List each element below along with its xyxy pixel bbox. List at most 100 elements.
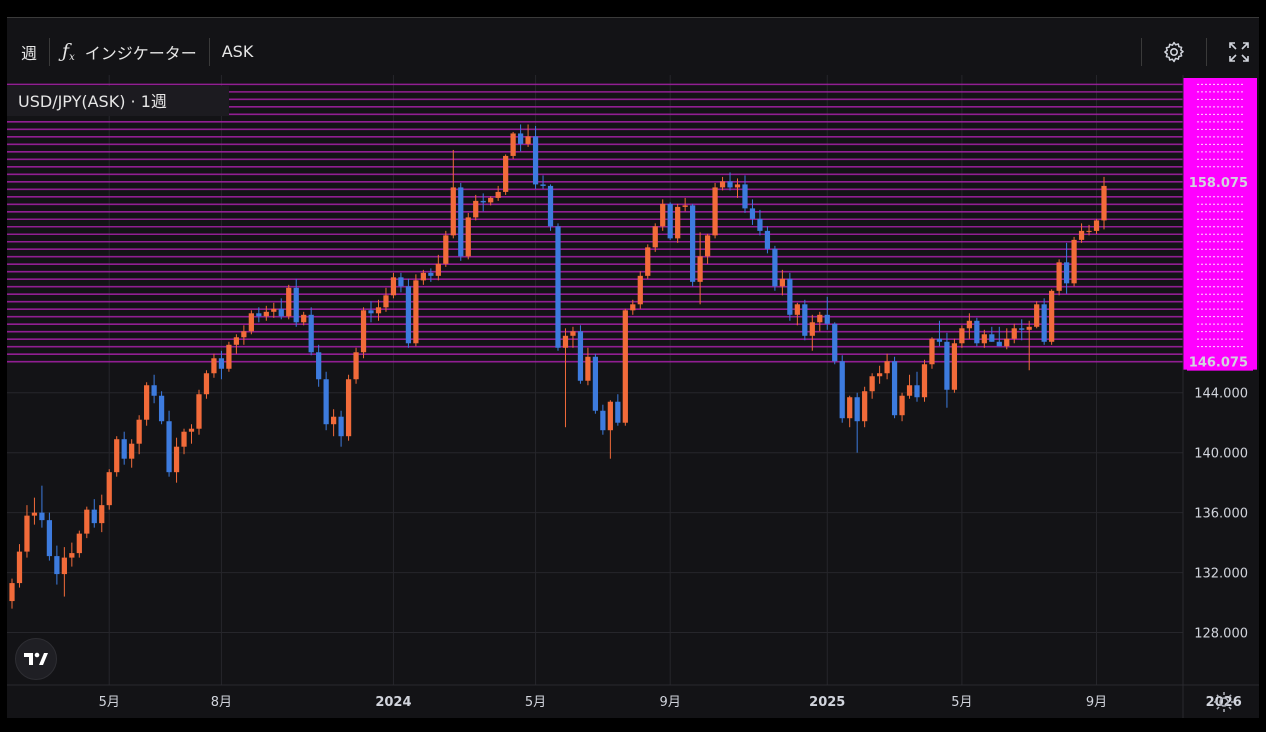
- candle-body: [862, 391, 868, 422]
- candle-body: [562, 335, 569, 348]
- candle-body: [630, 304, 636, 311]
- price-tick-label: 136.000: [1194, 507, 1248, 522]
- time-axis[interactable]: 5月 8月 2024 5月 9月 2025 5月 9月 2026: [7, 75, 1259, 718]
- candle-body: [854, 397, 860, 422]
- candle-body: [398, 277, 404, 287]
- sun-icon: [1214, 692, 1234, 712]
- candle-body: [450, 187, 456, 236]
- time-tick-label: 5月: [99, 695, 120, 710]
- price-source-label: ASK: [221, 42, 254, 61]
- fullscreen-button[interactable]: [1219, 32, 1259, 72]
- candle-body: [46, 520, 53, 557]
- candle-body: [1034, 304, 1040, 327]
- indicators-button[interactable]: ƒx インジケーター: [62, 28, 197, 75]
- candle-body: [921, 364, 928, 398]
- candle-body: [173, 446, 180, 473]
- candle-body: [99, 505, 105, 524]
- candle-body: [458, 187, 464, 257]
- candle-body: [1071, 239, 1077, 284]
- tradingview-logo-icon: [24, 652, 48, 665]
- candle-body: [405, 286, 412, 344]
- candle-body: [420, 272, 426, 281]
- candle-body: [667, 203, 673, 239]
- candle-body: [473, 200, 479, 218]
- candle-body: [876, 373, 883, 377]
- candle-body: [645, 247, 651, 276]
- candle-body: [899, 395, 905, 416]
- candle-body: [1041, 304, 1047, 342]
- candle-body: [166, 421, 172, 473]
- candle-body: [345, 379, 352, 437]
- candle-body: [1101, 185, 1107, 221]
- candle-body: [1011, 328, 1017, 339]
- time-tick-label: 5月: [525, 695, 546, 710]
- candle-body: [592, 356, 599, 411]
- candle-body: [809, 322, 815, 336]
- candle-body: [510, 133, 516, 156]
- legend-dot: ·: [130, 92, 136, 111]
- candle-body: [390, 277, 397, 296]
- candle-body: [196, 394, 202, 429]
- tradingview-logo[interactable]: [15, 638, 57, 680]
- candle-body: [248, 313, 254, 332]
- candle-body: [906, 385, 913, 396]
- time-tick-label: 2024: [375, 695, 411, 710]
- candle-body: [151, 385, 157, 396]
- candle-body: [181, 431, 187, 447]
- candle-body: [286, 287, 292, 317]
- price-tick-label: 132.000: [1194, 567, 1248, 582]
- price-chart[interactable]: 144.000 140.000 136.000 132.000 128.000 158.0…: [7, 18, 1259, 718]
- candle-body: [944, 341, 950, 390]
- candle-body: [794, 304, 800, 315]
- interval-button[interactable]: 週: [7, 28, 37, 75]
- candle-body: [54, 556, 60, 575]
- candle-body: [308, 314, 314, 353]
- candle-body: [91, 509, 97, 524]
- candle-body: [323, 379, 329, 425]
- candle-body: [1026, 326, 1032, 330]
- candle-body: [779, 278, 786, 287]
- candle-body: [764, 230, 771, 249]
- candle-body: [121, 439, 127, 459]
- legend-background: [7, 86, 229, 116]
- gear-icon: [1164, 41, 1184, 62]
- price-axis[interactable]: 144.000 140.000 136.000 132.000 128.000 158.0…: [1183, 75, 1259, 685]
- level-price-label: 158.075: [1189, 176, 1248, 191]
- toolbar-divider: [1206, 37, 1207, 66]
- candle-body: [891, 361, 898, 416]
- time-axis-settings-button[interactable]: [1212, 690, 1236, 714]
- candle-body: [1004, 338, 1010, 347]
- candle-body: [263, 311, 269, 317]
- time-tick-label: 9月: [660, 695, 681, 710]
- candle-body: [353, 352, 359, 380]
- candle-body: [256, 313, 262, 317]
- candle-body: [31, 512, 38, 516]
- candle-body: [697, 256, 703, 282]
- candle-body: [16, 551, 23, 584]
- candle-body: [241, 331, 247, 338]
- candle-body: [158, 395, 165, 422]
- price-source-button[interactable]: ASK: [222, 28, 254, 75]
- candle-body: [84, 509, 90, 534]
- symbol-legend[interactable]: USD/JPY(ASK) · 1週: [18, 88, 167, 112]
- candle-body: [540, 184, 546, 186]
- candle-body: [1056, 262, 1062, 291]
- candles: [9, 124, 1107, 609]
- candle-body: [188, 428, 195, 432]
- candle-body: [974, 320, 980, 344]
- time-tick-label: 2026: [1206, 695, 1242, 710]
- candle-body: [413, 280, 419, 344]
- candle-body: [772, 248, 778, 287]
- toolbar-divider: [208, 37, 210, 66]
- candle-body: [9, 583, 15, 602]
- toolbar-divider: [1141, 37, 1142, 66]
- candle-body: [383, 295, 389, 308]
- candle-body: [316, 352, 322, 380]
- settings-button[interactable]: [1154, 32, 1194, 72]
- candle-body: [951, 343, 958, 390]
- candle-body: [734, 184, 741, 188]
- candle-body: [996, 341, 1002, 347]
- candle-body: [652, 226, 658, 248]
- candle-body: [675, 206, 681, 239]
- candle-body: [719, 181, 726, 188]
